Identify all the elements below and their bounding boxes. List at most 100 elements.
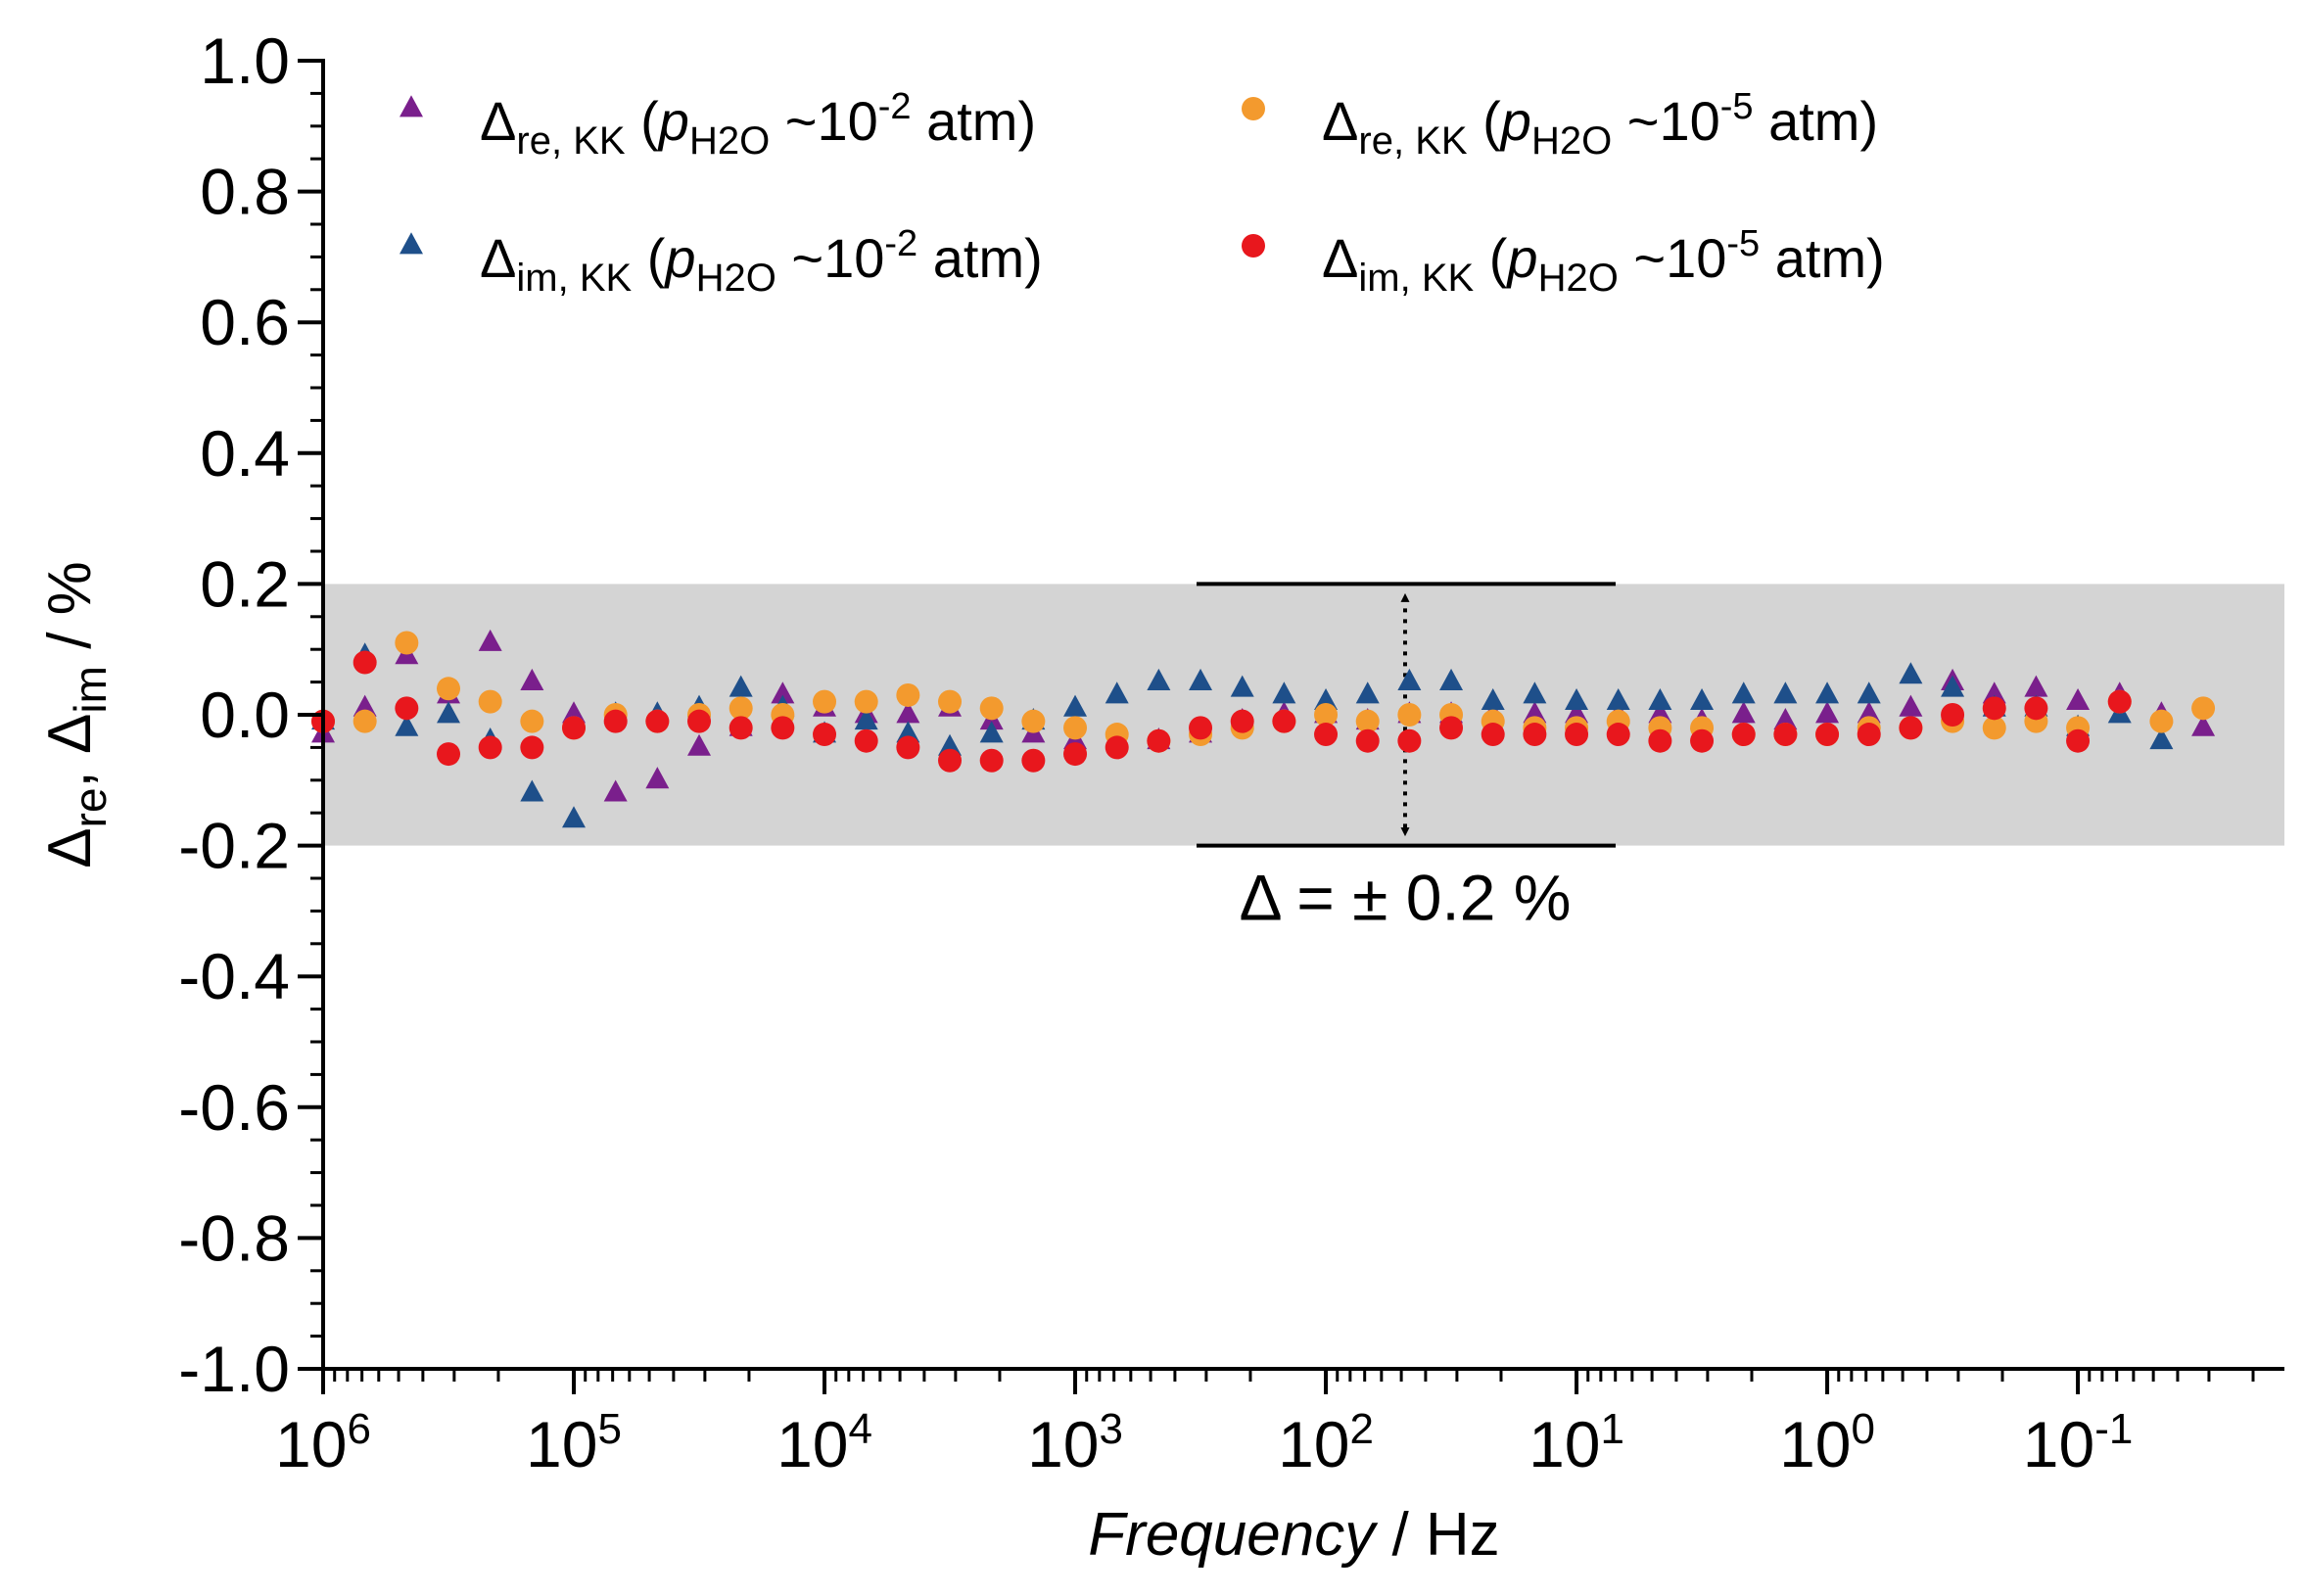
data-point [813,723,837,747]
data-point [1731,681,1756,704]
x-tick-label: 101 [1528,1405,1624,1480]
data-point [1731,701,1756,724]
y-tick-label: -0.2 [178,810,290,882]
data-point [854,689,878,714]
data-point [896,701,920,724]
data-point [687,733,712,756]
tolerance-label: Δ = ± 0.2 % [1240,862,1572,934]
data-point [520,779,544,802]
data-point [1857,723,1881,747]
data-point [1606,687,1630,711]
data-point [1773,723,1798,747]
data-point [353,709,377,733]
legend-entry-1: Δre, KK (pH2O ~10-2 atm) [400,86,1036,163]
y-tick-label: 0.8 [200,156,290,228]
data-point [562,701,587,724]
x-tick-label: 105 [526,1405,622,1480]
data-point [729,696,753,721]
x-axis-title: Frequency / Hz [1088,1501,1499,1569]
axes: 1.00.80.60.40.20.0-0.2-0.4-0.6-0.8-1.010… [36,24,2284,1569]
data-point [1147,668,1171,690]
data-point [478,735,502,760]
data-point [1439,668,1464,690]
data-point [1355,681,1380,704]
legend-entry-4: Δim, KK (pH2O ~10-5 atm) [1242,223,1885,300]
data-point [437,677,461,701]
x-tick-label: 106 [275,1405,371,1480]
legend-marker [1242,234,1265,258]
data-point [2149,709,2174,733]
data-point [1355,709,1380,733]
legend-entry-3: Δre, KK (pH2O ~10-5 atm) [1242,86,1878,163]
data-point [1523,701,1547,724]
data-point [1272,709,1296,733]
data-point [437,742,461,767]
data-point [562,806,587,828]
data-point [896,682,920,707]
data-point [1648,701,1672,724]
data-point [1189,716,1213,740]
data-point [1982,681,2006,704]
data-point [771,716,795,740]
y-tick-label: 0.6 [200,286,290,358]
data-point [520,709,544,733]
data-point [1899,716,1923,740]
data-point [1439,716,1464,740]
data-point [1355,728,1380,753]
data-point [562,716,587,740]
data-point [520,668,544,690]
data-point [1397,668,1422,690]
data-point [1565,687,1589,711]
y-tick-label: 1.0 [200,24,290,97]
legend: Δre, KK (pH2O ~10-2 atm) Δim, KK (pH2O ~1… [400,86,1885,300]
data-point [645,709,670,733]
data-point [1021,709,1046,733]
data-point [2024,696,2048,721]
y-tick-label: -0.4 [178,940,290,1012]
data-point [1941,675,1965,697]
data-point [1189,668,1213,690]
data-point [1230,675,1254,697]
data-point [938,733,963,756]
y-tick-label: 0.4 [200,417,290,490]
data-point [395,714,419,736]
data-point [1690,687,1715,711]
y-tick-label: -1.0 [178,1333,290,1405]
data-point [2191,714,2216,736]
data-point [1941,703,1965,727]
data-point [1565,701,1589,724]
data-point [478,689,502,714]
data-point [979,696,1004,721]
data-point [854,728,878,753]
data-point [1147,728,1171,753]
series-4 [311,650,2132,773]
legend-marker [400,95,423,117]
data-point [603,709,628,733]
data-point [1021,748,1046,773]
data-point [1731,723,1756,747]
tolerance-annotation: Δ = ± 0.2 % [1197,582,1616,934]
x-tick-label: 100 [1779,1405,1875,1480]
legend-marker [1242,97,1265,120]
data-point [1481,723,1505,747]
data-point [1523,723,1547,747]
data-point [1481,687,1505,711]
data-point [395,631,419,655]
legend-label: Δim, KK (pH2O ~10-5 atm) [1322,223,1885,300]
x-tick-label: 10-1 [2023,1405,2134,1480]
data-point [353,650,377,675]
legend-label: Δre, KK (pH2O ~10-5 atm) [1322,86,1878,163]
data-point [2066,728,2091,753]
x-tick-label: 103 [1027,1405,1123,1480]
data-point [1314,703,1339,727]
data-point [1982,696,2006,721]
data-point [1982,716,2006,740]
data-point [1063,742,1088,767]
data-point [645,767,670,789]
data-point [729,716,753,740]
data-point [1899,662,1923,684]
y-tick-label: 0.2 [200,547,290,620]
data-point [1105,681,1129,704]
y-tick-label: 0.0 [200,679,290,751]
